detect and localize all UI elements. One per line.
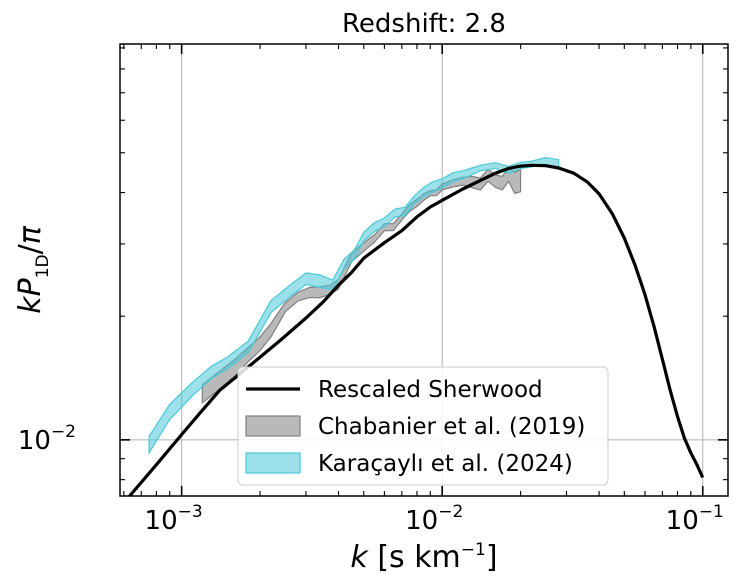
legend-band-swatch: [245, 415, 301, 437]
y-axis-title: kP1D/π: [13, 225, 53, 313]
x-tick-label: 10−2: [405, 502, 463, 536]
x-tick-label: 10−3: [145, 502, 203, 536]
chart-title: Redshift: 2.8: [342, 9, 506, 39]
legend-label: Chabanier et al. (2019): [318, 414, 585, 440]
legend-label: Rescaled Sherwood: [318, 377, 543, 403]
y-tick-label: 10−2: [18, 422, 76, 456]
tick-layer: 10−3 10−2 10−1 10−2: [18, 44, 728, 536]
plot-frame: [119, 43, 729, 497]
x-tick-label: 10−1: [666, 502, 724, 536]
series-line-0: [127, 163, 705, 496]
axes-layer: [119, 43, 729, 497]
legend: Rescaled Sherwood Chabanier et al. (2019)…: [237, 366, 609, 486]
legend-label: Karaçaylı et al. (2024): [318, 451, 573, 477]
legend-box: [237, 366, 609, 486]
x-axis-title: k [s km−1]: [350, 540, 497, 575]
legend-band-swatch: [245, 452, 301, 474]
series-layer: [127, 156, 705, 496]
